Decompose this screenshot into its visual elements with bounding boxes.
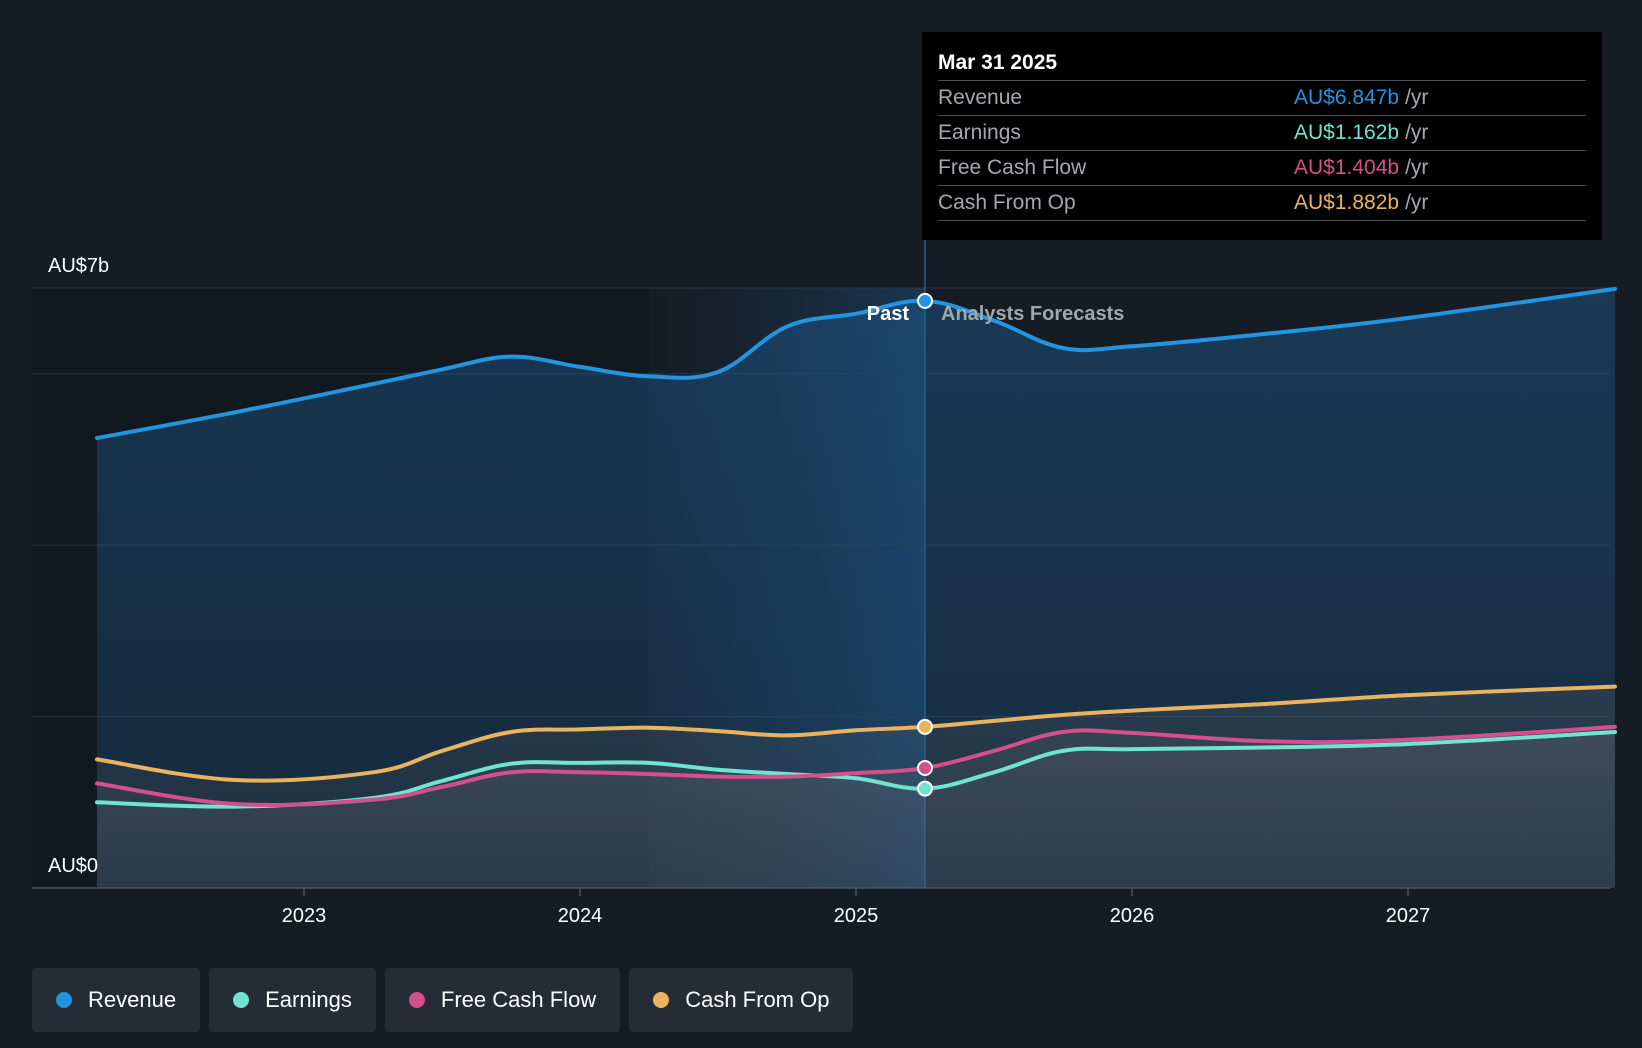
tooltip-value: AU$1.404b <box>1294 156 1400 179</box>
tooltip: Mar 31 2025 Revenue AU$6.847b /yr Earnin… <box>922 32 1602 240</box>
legend-dot-icon <box>408 992 425 1008</box>
tooltip-row-earnings: Earnings AU$1.162b /yr <box>938 116 1586 151</box>
series-line-free-cash-flow <box>95 724 1617 807</box>
x-tick-label: 2027 <box>1386 905 1431 927</box>
tooltip-label: Revenue <box>938 86 1023 109</box>
marker-earnings <box>917 780 933 797</box>
marker-cash-from-op <box>917 718 933 735</box>
legend-dot-icon <box>653 992 670 1008</box>
marker-revenue <box>917 292 933 309</box>
tooltip-unit: /yr <box>1405 191 1429 214</box>
series-line-revenue <box>95 286 1617 440</box>
tooltip-unit: /yr <box>1405 156 1429 179</box>
tooltip-row-revenue: Revenue AU$6.847b /yr <box>938 81 1586 116</box>
chart: AU$7b AU$0 Past Analysts Forecasts 2023 2024 2… <box>32 240 1617 927</box>
x-tick-label: 2023 <box>282 905 327 927</box>
tooltip-value: AU$1.882b <box>1294 191 1400 214</box>
legend-label: Earnings <box>265 987 352 1012</box>
series-line-cash-from-op <box>95 684 1617 783</box>
legend-item-earnings[interactable]: Earnings <box>209 968 376 1032</box>
x-tick-label: 2026 <box>1110 905 1155 927</box>
y-axis-bottom-label: AU$0 <box>48 855 98 877</box>
tooltip-unit: /yr <box>1405 86 1429 109</box>
area-cash-from-op <box>97 686 1615 888</box>
x-tick-label: 2025 <box>834 905 879 927</box>
forecast-label: Analysts Forecasts <box>941 303 1124 325</box>
tooltip-row-free-cash-flow: Free Cash Flow AU$1.404b /yr <box>938 151 1586 186</box>
tooltip-label: Cash From Op <box>938 191 1076 214</box>
past-label: Past <box>867 303 910 325</box>
y-axis-top-label: AU$7b <box>48 255 109 277</box>
x-tick-label: 2024 <box>558 905 603 927</box>
legend-item-cash-from-op[interactable]: Cash From Op <box>629 968 854 1032</box>
tooltip-value: AU$1.162b <box>1294 121 1400 144</box>
tooltip-row-cash-from-op: Cash From Op AU$1.882b /yr <box>938 186 1586 221</box>
tooltip-label: Free Cash Flow <box>938 156 1087 179</box>
legend: Revenue Earnings Free Cash Flow Cash Fro… <box>32 968 854 1032</box>
legend-label: Cash From Op <box>685 987 830 1012</box>
tooltip-value: AU$6.847b <box>1294 86 1400 109</box>
tooltip-label: Earnings <box>938 121 1021 144</box>
legend-dot-icon <box>56 992 72 1008</box>
legend-item-revenue[interactable]: Revenue <box>32 968 201 1032</box>
legend-label: Free Cash Flow <box>440 987 597 1012</box>
legend-item-free-cash-flow[interactable]: Free Cash Flow <box>384 968 621 1032</box>
tooltip-date: Mar 31 2025 <box>938 46 1586 81</box>
legend-dot-icon <box>233 992 250 1008</box>
tooltip-unit: /yr <box>1405 121 1429 144</box>
legend-label: Revenue <box>88 987 177 1012</box>
marker-free-cash-flow <box>917 760 933 776</box>
